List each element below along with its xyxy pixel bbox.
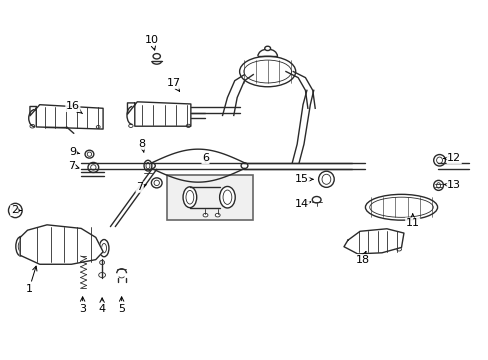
Ellipse shape <box>99 273 105 278</box>
Text: 6: 6 <box>202 153 208 163</box>
Ellipse shape <box>433 180 443 190</box>
Ellipse shape <box>264 46 270 50</box>
Text: 2: 2 <box>11 206 21 216</box>
Ellipse shape <box>312 197 321 203</box>
Text: 15: 15 <box>294 174 312 184</box>
Ellipse shape <box>85 150 94 158</box>
Text: 5: 5 <box>118 297 125 314</box>
Polygon shape <box>20 225 103 264</box>
Text: 13: 13 <box>443 180 460 190</box>
Text: 14: 14 <box>294 199 310 210</box>
Ellipse shape <box>215 213 220 217</box>
Text: 1: 1 <box>25 266 37 294</box>
Ellipse shape <box>203 213 207 217</box>
Ellipse shape <box>16 237 26 256</box>
Ellipse shape <box>151 178 162 188</box>
Ellipse shape <box>239 56 295 87</box>
Ellipse shape <box>318 171 333 187</box>
Ellipse shape <box>100 260 104 265</box>
Ellipse shape <box>148 163 155 168</box>
Text: 10: 10 <box>144 35 159 50</box>
Text: 7: 7 <box>68 161 79 171</box>
Text: 8: 8 <box>138 139 145 153</box>
Text: 12: 12 <box>443 153 460 163</box>
Text: 11: 11 <box>405 214 419 228</box>
Ellipse shape <box>183 187 196 208</box>
Text: 7: 7 <box>136 182 146 192</box>
Ellipse shape <box>8 203 22 218</box>
Ellipse shape <box>153 54 160 59</box>
Ellipse shape <box>219 186 235 208</box>
Ellipse shape <box>99 239 109 257</box>
Ellipse shape <box>241 163 247 168</box>
Ellipse shape <box>144 160 152 171</box>
Text: 16: 16 <box>66 102 82 113</box>
Ellipse shape <box>88 162 99 172</box>
Ellipse shape <box>365 194 437 220</box>
Text: 18: 18 <box>355 251 369 265</box>
Text: 3: 3 <box>79 297 86 314</box>
Ellipse shape <box>433 154 445 166</box>
Text: 9: 9 <box>69 147 80 157</box>
Text: 17: 17 <box>166 78 181 91</box>
Polygon shape <box>343 229 403 254</box>
Text: 4: 4 <box>99 298 105 314</box>
Bar <box>167 175 252 220</box>
